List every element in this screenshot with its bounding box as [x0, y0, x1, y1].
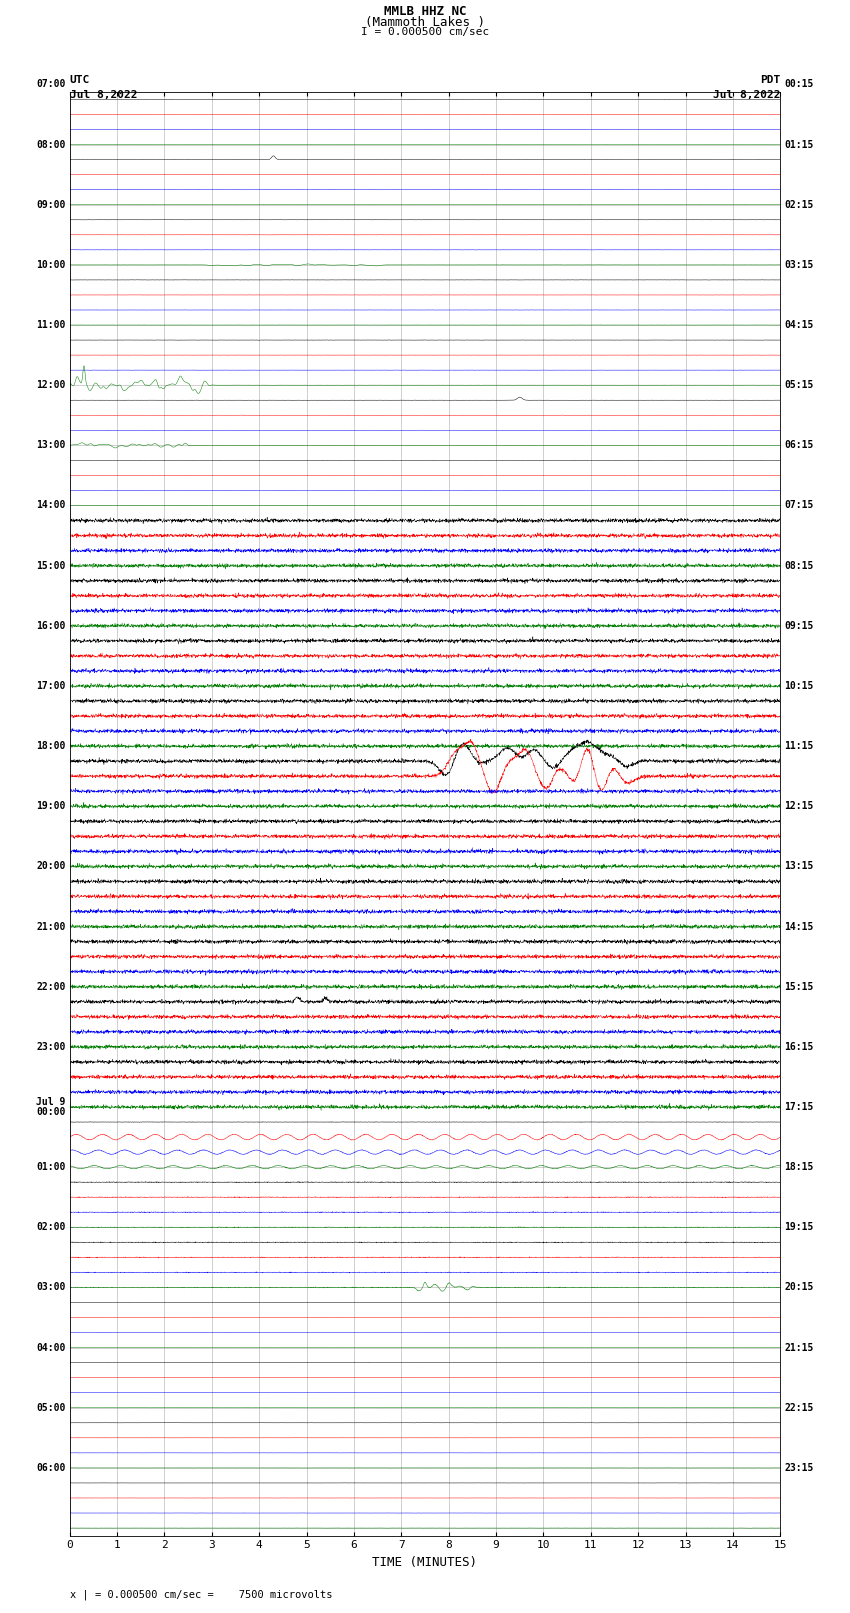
Text: 22:00: 22:00: [36, 982, 65, 992]
Text: 20:15: 20:15: [785, 1282, 814, 1292]
Text: 01:00: 01:00: [36, 1161, 65, 1173]
Text: 17:00: 17:00: [36, 681, 65, 690]
Text: 18:15: 18:15: [785, 1161, 814, 1173]
Text: 12:15: 12:15: [785, 802, 814, 811]
Text: 00:00: 00:00: [36, 1107, 65, 1116]
Text: 13:00: 13:00: [36, 440, 65, 450]
Text: 03:15: 03:15: [785, 260, 814, 269]
Text: Jul 9: Jul 9: [36, 1097, 65, 1107]
Text: 03:00: 03:00: [36, 1282, 65, 1292]
Text: 08:15: 08:15: [785, 561, 814, 571]
Text: PDT: PDT: [760, 76, 780, 85]
Text: I = 0.000500 cm/sec: I = 0.000500 cm/sec: [361, 27, 489, 37]
Text: 06:15: 06:15: [785, 440, 814, 450]
Text: 19:00: 19:00: [36, 802, 65, 811]
Text: 15:00: 15:00: [36, 561, 65, 571]
Text: (Mammoth Lakes ): (Mammoth Lakes ): [365, 16, 485, 29]
Text: 17:15: 17:15: [785, 1102, 814, 1111]
Text: 05:00: 05:00: [36, 1403, 65, 1413]
Text: 04:15: 04:15: [785, 319, 814, 331]
Text: x | = 0.000500 cm/sec =    7500 microvolts: x | = 0.000500 cm/sec = 7500 microvolts: [70, 1589, 332, 1600]
Text: 20:00: 20:00: [36, 861, 65, 871]
Text: 22:15: 22:15: [785, 1403, 814, 1413]
Text: 02:00: 02:00: [36, 1223, 65, 1232]
Text: 07:00: 07:00: [36, 79, 65, 89]
Text: 10:00: 10:00: [36, 260, 65, 269]
Text: 07:15: 07:15: [785, 500, 814, 510]
Text: 14:00: 14:00: [36, 500, 65, 510]
Text: 01:15: 01:15: [785, 140, 814, 150]
X-axis label: TIME (MINUTES): TIME (MINUTES): [372, 1557, 478, 1569]
Text: 10:15: 10:15: [785, 681, 814, 690]
Text: 04:00: 04:00: [36, 1342, 65, 1353]
Text: UTC: UTC: [70, 76, 90, 85]
Text: 05:15: 05:15: [785, 381, 814, 390]
Text: 23:15: 23:15: [785, 1463, 814, 1473]
Text: 09:00: 09:00: [36, 200, 65, 210]
Text: 12:00: 12:00: [36, 381, 65, 390]
Text: 18:00: 18:00: [36, 740, 65, 752]
Text: Jul 8,2022: Jul 8,2022: [70, 90, 137, 100]
Text: 11:00: 11:00: [36, 319, 65, 331]
Text: 11:15: 11:15: [785, 740, 814, 752]
Text: 09:15: 09:15: [785, 621, 814, 631]
Text: 21:15: 21:15: [785, 1342, 814, 1353]
Text: 06:00: 06:00: [36, 1463, 65, 1473]
Text: 21:00: 21:00: [36, 921, 65, 932]
Text: 23:00: 23:00: [36, 1042, 65, 1052]
Text: MMLB HHZ NC: MMLB HHZ NC: [383, 5, 467, 18]
Text: 16:15: 16:15: [785, 1042, 814, 1052]
Text: 14:15: 14:15: [785, 921, 814, 932]
Text: 02:15: 02:15: [785, 200, 814, 210]
Text: 13:15: 13:15: [785, 861, 814, 871]
Text: Jul 8,2022: Jul 8,2022: [713, 90, 780, 100]
Text: 16:00: 16:00: [36, 621, 65, 631]
Text: 19:15: 19:15: [785, 1223, 814, 1232]
Text: 08:00: 08:00: [36, 140, 65, 150]
Text: 15:15: 15:15: [785, 982, 814, 992]
Text: 00:15: 00:15: [785, 79, 814, 89]
